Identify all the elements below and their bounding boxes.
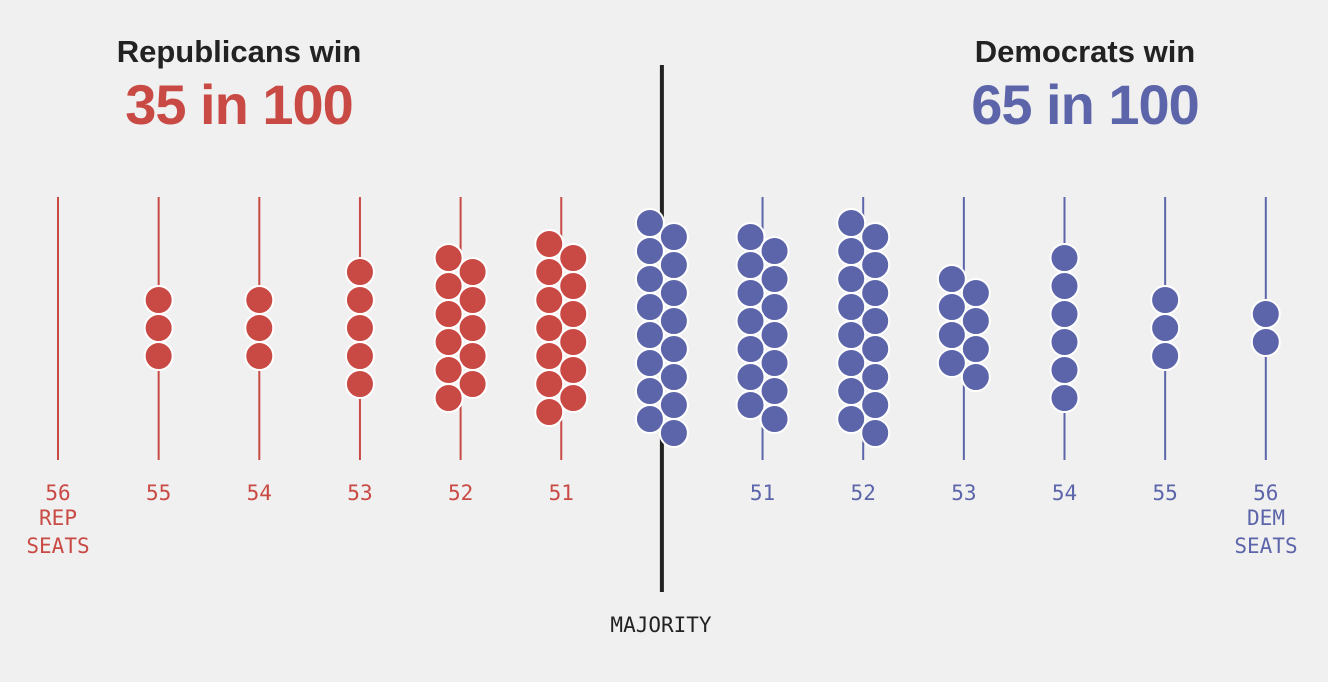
- dot: [634, 404, 665, 434]
- dot: [143, 285, 174, 315]
- dot: [344, 313, 375, 343]
- dot: [534, 397, 565, 427]
- column-label: 53: [347, 481, 372, 505]
- column-label: 54: [1052, 481, 1077, 505]
- dot: [457, 369, 488, 399]
- dot: [344, 257, 375, 287]
- dot: [1250, 327, 1281, 357]
- dot: [759, 404, 790, 434]
- column-label: 52: [448, 481, 473, 505]
- dot: [433, 383, 464, 413]
- dot: [344, 285, 375, 315]
- column-label: 52: [851, 481, 876, 505]
- dot: [1150, 313, 1181, 343]
- column-label: 55: [1153, 481, 1178, 505]
- dot: [960, 362, 991, 392]
- column-label: 54: [247, 481, 272, 505]
- rep-note: REP SEATS: [26, 506, 90, 558]
- column-label: 51: [549, 481, 574, 505]
- dot: [1049, 327, 1080, 357]
- dot: [1049, 243, 1080, 273]
- left-title: Republicans win: [116, 34, 362, 69]
- dot: [344, 369, 375, 399]
- dot: [143, 313, 174, 343]
- dot: [244, 313, 275, 343]
- dot: [735, 390, 766, 420]
- dot: [143, 341, 174, 371]
- right-headline: 65 in 100: [971, 73, 1200, 136]
- dot: [1049, 355, 1080, 385]
- dot: [244, 285, 275, 315]
- dot: [1250, 299, 1281, 329]
- dot: [244, 341, 275, 371]
- column-label: 56: [1253, 481, 1278, 505]
- dot: [860, 418, 891, 448]
- dot: [658, 418, 689, 448]
- dot: [1150, 285, 1181, 315]
- dot: [1150, 341, 1181, 371]
- column-label: 53: [951, 481, 976, 505]
- majority-label: MAJORITY: [610, 613, 712, 637]
- left-headline: 35 in 100: [125, 73, 354, 136]
- dot: [344, 341, 375, 371]
- dem-note: DEM SEATS: [1234, 506, 1298, 558]
- dot: [836, 404, 867, 434]
- dot: [936, 348, 967, 378]
- dot: [1049, 299, 1080, 329]
- right-title: Democrats win: [974, 34, 1196, 69]
- column-label: 56: [45, 481, 70, 505]
- dot: [558, 383, 589, 413]
- column-label: 55: [146, 481, 171, 505]
- dot: [1049, 271, 1080, 301]
- dot: [1049, 383, 1080, 413]
- column-label: 51: [750, 481, 775, 505]
